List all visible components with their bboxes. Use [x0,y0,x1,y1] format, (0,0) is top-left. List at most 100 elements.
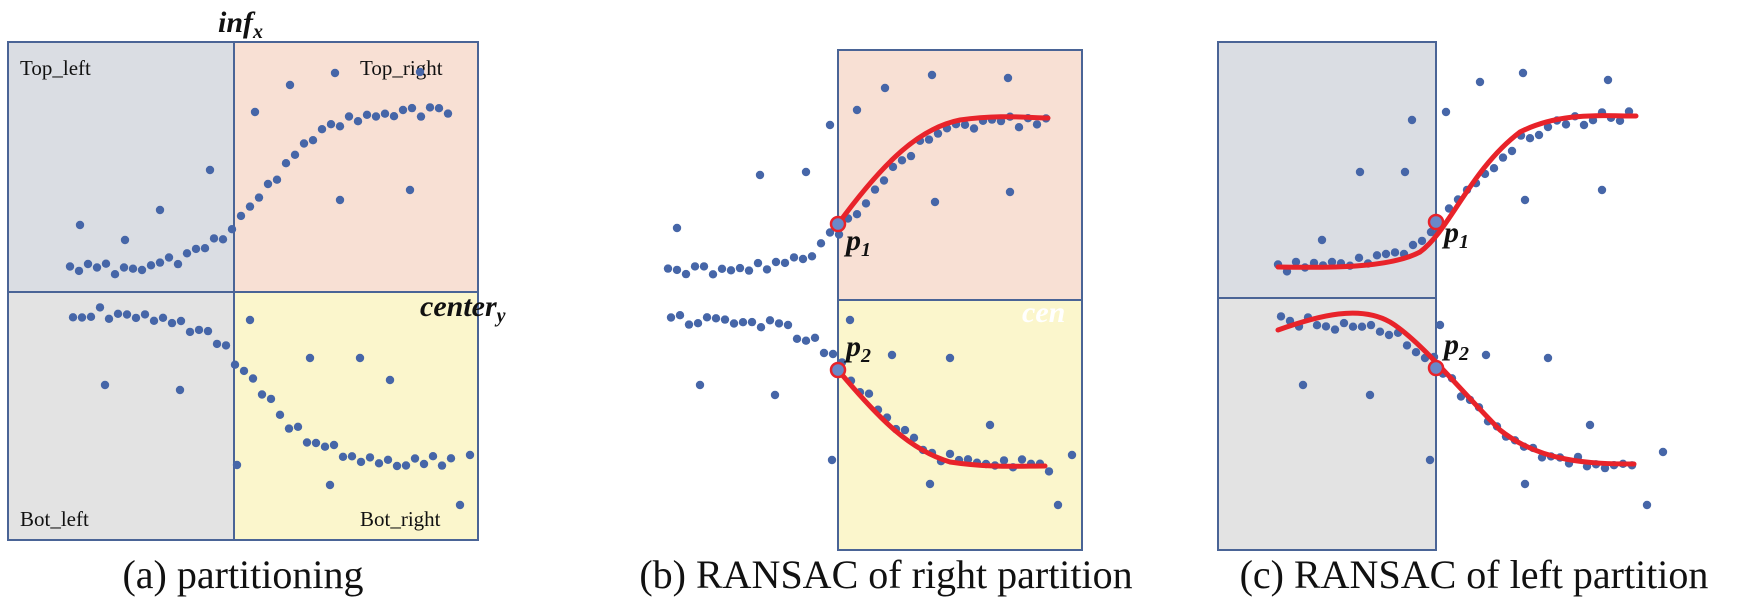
scatter-point [203,326,213,336]
scatter-point [248,374,258,383]
scatter-point [232,460,242,470]
scatter-point [305,353,315,363]
scatter-point [1005,187,1015,197]
scatter-point [383,455,393,464]
scatter-point [100,380,110,390]
scatter-point [1298,380,1308,390]
scatter-point [672,265,682,275]
scatter-point [1520,479,1530,489]
scatter-point [77,313,87,322]
scatter-point [119,263,129,272]
scatter-point [254,193,264,202]
scatter-point [155,258,165,267]
scatter-point [355,353,365,363]
scatter-point [819,348,829,358]
scatter-point [1411,348,1421,357]
scatter-point [335,122,345,131]
scatter-point [428,452,438,461]
point-p2-marker [1427,359,1445,377]
scatter-point [329,440,339,450]
scatter-point [205,165,215,175]
scatter-point [1600,463,1610,473]
scatter-point [419,459,429,469]
scatter-point [65,262,75,271]
scatter-point [75,220,85,230]
ransac-fit-top-curve [835,114,1051,227]
scatter-point [285,80,295,90]
p2-label: p2 [1441,328,1469,365]
scatter-point [735,263,745,273]
scatter-point [783,320,793,330]
scatter-point [392,461,402,471]
scatter-point [729,319,739,328]
scatter-point [845,315,855,325]
scatter-point [1372,251,1382,260]
scatter-point [681,269,691,279]
scatter-point [747,317,757,327]
caption-panel-b: (b) RANSAC of right partition [639,552,1132,597]
scatter-point [933,129,943,138]
p2-main: p [843,330,861,363]
scatter-point [753,258,763,268]
scatter-point [185,327,195,337]
scatter-point [1053,500,1063,510]
scatter-point [1520,195,1530,205]
scatter-point [410,454,420,463]
scatter-point [744,266,754,275]
p2-subscript: 2 [1458,343,1469,365]
scatter-point [852,210,862,219]
scatter-point [200,244,210,253]
scatter-point [335,195,345,205]
scatter-point [1435,320,1445,330]
scatter-point [389,112,399,121]
scatter-point [1357,322,1367,331]
quadrant-label-bot-left: Bot_left [20,507,89,531]
scatter-point [290,150,300,159]
scatter-point [711,314,721,323]
p2-subscript: 2 [860,345,871,367]
scatter-point [347,452,357,461]
scatter-point [963,455,973,464]
scatter-point [173,259,183,269]
p1-subscript: 1 [1459,231,1469,253]
scatter-point [1402,341,1412,350]
scatter-point [302,438,312,447]
p2-main: p [1441,328,1459,361]
scatter-point [407,103,417,113]
scatter-point [755,170,765,180]
scatter-point [756,323,766,332]
scatter-point [807,252,817,261]
scatter-point [330,68,340,78]
scatter-point [663,264,673,273]
scatter-point [675,311,685,320]
scatter-point [1390,248,1400,257]
scatter-point [281,159,291,168]
scatter-point [1525,134,1535,143]
scatter-point [924,135,934,144]
ransac-fit-bottom-curve [835,367,1048,469]
p1-label: p1 [843,224,871,261]
scatter-point [92,263,102,272]
scatter-point [1561,120,1571,129]
scatter-point [825,120,835,130]
scatter-point [374,459,384,468]
scatter-point [416,112,426,121]
scatter-point [101,259,111,268]
inflection-x-main: inf [218,6,256,39]
scatter-point [113,309,123,318]
scatter-point [1339,318,1349,328]
scatter-point [1417,236,1427,246]
scatter-point [897,156,907,165]
scatter-point [362,110,372,120]
panel-c: p 1 p2 [1217,41,1668,551]
scatter-point [371,112,381,121]
scatter-point [780,258,790,268]
scatter-point [344,112,354,121]
scatter-point [465,450,475,460]
quadrant-label-bot-right: Bot_right [360,507,441,531]
scatter-point [1518,68,1528,78]
scatter-point [1615,116,1625,126]
scatter-point [774,319,784,328]
scatter-point [708,270,718,279]
scatter-point [1366,320,1376,330]
